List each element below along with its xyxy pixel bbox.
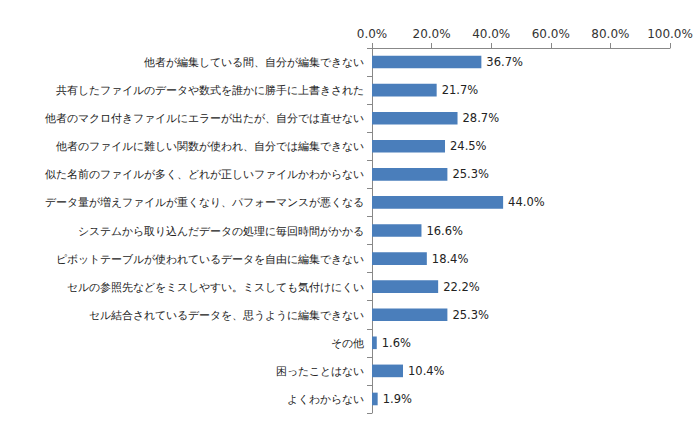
svg-text:他者のマクロ付きファイルにエラーが出たが、自分では直せない: 他者のマクロ付きファイルにエラーが出たが、自分では直せない [45, 112, 364, 124]
svg-text:100.0%: 100.0% [647, 27, 693, 41]
svg-text:1.9%: 1.9% [383, 392, 412, 406]
svg-text:80.0%: 80.0% [591, 27, 629, 41]
svg-text:24.5%: 24.5% [450, 139, 487, 153]
svg-text:1.6%: 1.6% [382, 336, 411, 350]
svg-text:22.2%: 22.2% [443, 280, 480, 294]
svg-text:16.6%: 16.6% [426, 224, 463, 238]
svg-text:28.7%: 28.7% [463, 111, 500, 125]
svg-text:他者のファイルに難しい関数が使われ、自分では編集できない: 他者のファイルに難しい関数が使われ、自分では編集できない [56, 140, 364, 152]
svg-text:システムから取り込んだデータの処理に毎回時間がかかる: システムから取り込んだデータの処理に毎回時間がかかる [78, 225, 364, 237]
svg-text:25.3%: 25.3% [452, 167, 489, 181]
svg-text:よくわからない: よくわからない [287, 393, 364, 405]
svg-text:44.0%: 44.0% [508, 195, 545, 209]
svg-text:セル結合されているデータを、思うように編集できない: セル結合されているデータを、思うように編集できない [89, 309, 364, 322]
svg-text:0.0%: 0.0% [357, 27, 388, 41]
svg-text:データ量が増えファイルが重くなり、パフォーマンスが悪くなる: データ量が増えファイルが重くなり、パフォーマンスが悪くなる [45, 196, 364, 208]
svg-text:ピボットテーブルが使われているデータを自由に編集できない: ピボットテーブルが使われているデータを自由に編集できない [56, 253, 364, 265]
svg-text:40.0%: 40.0% [472, 27, 510, 41]
svg-text:共有したファイルのデータや数式を誰かに勝手に上書きされた: 共有したファイルのデータや数式を誰かに勝手に上書きされた [56, 84, 364, 96]
svg-text:似た名前のファイルが多く、どれが正しいファイルかわからない: 似た名前のファイルが多く、どれが正しいファイルかわからない [45, 168, 364, 180]
svg-text:10.4%: 10.4% [408, 364, 445, 378]
svg-text:他者が編集している間、自分が編集できない: 他者が編集している間、自分が編集できない [144, 56, 364, 68]
svg-text:60.0%: 60.0% [532, 27, 570, 41]
svg-text:セルの参照先などをミスしやすい。ミスしても気付けにくい: セルの参照先などをミスしやすい。ミスしても気付けにくい [67, 281, 364, 294]
svg-text:21.7%: 21.7% [442, 83, 479, 97]
svg-text:25.3%: 25.3% [452, 308, 489, 322]
svg-text:その他: その他 [331, 337, 364, 349]
svg-text:36.7%: 36.7% [486, 55, 523, 69]
svg-text:20.0%: 20.0% [413, 27, 451, 41]
svg-text:18.4%: 18.4% [432, 252, 469, 266]
svg-text:困ったことはない: 困ったことはない [276, 365, 364, 377]
